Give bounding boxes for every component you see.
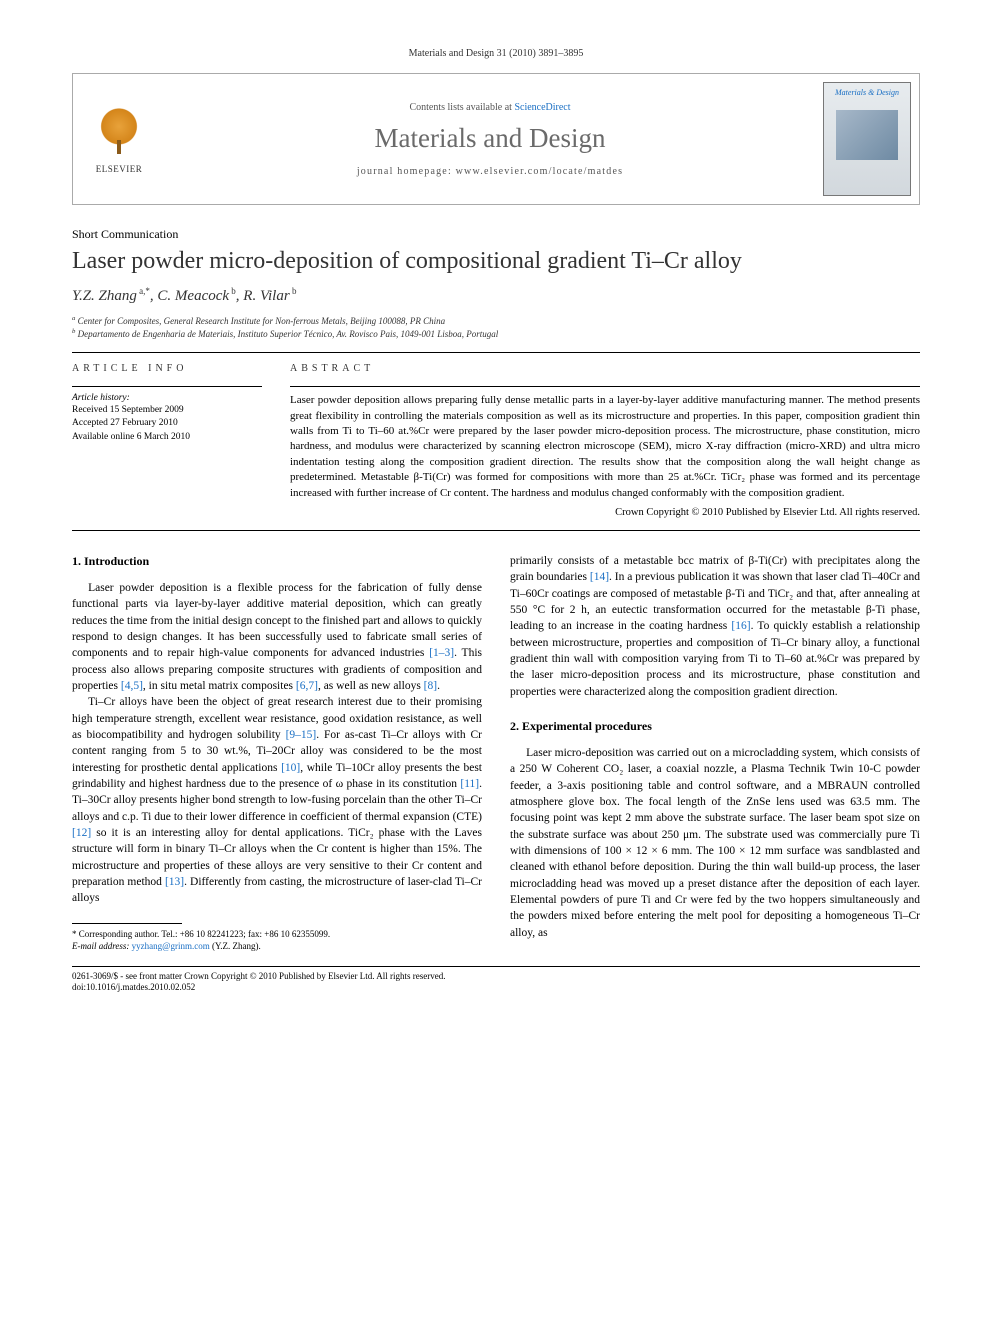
t: Laser powder deposition is a flexible pr… xyxy=(72,582,482,659)
ref-link[interactable]: [16] xyxy=(731,620,750,632)
cover-image xyxy=(836,110,898,160)
email-link[interactable]: yyzhang@grinm.com xyxy=(132,941,210,951)
email-label: E-mail address: xyxy=(72,941,132,951)
divider-rule-2 xyxy=(72,530,920,531)
affiliations: a Center for Composites, General Researc… xyxy=(72,315,920,340)
email-suffix: (Y.Z. Zhang). xyxy=(210,941,261,951)
affiliation-b-text: Departamento de Engenharia de Materiais,… xyxy=(78,329,499,339)
ref-link[interactable]: [8] xyxy=(424,680,437,692)
bottom-rule xyxy=(72,966,920,967)
ref-link[interactable]: [10] xyxy=(281,762,300,774)
contents-prefix: Contents lists available at xyxy=(409,102,514,113)
cover-title: Materials & Design xyxy=(835,89,899,98)
journal-name: Materials and Design xyxy=(375,123,606,154)
t: , in situ metal matrix composites xyxy=(143,680,296,692)
history-label: Article history: xyxy=(72,393,262,403)
ref-link[interactable]: [12] xyxy=(72,827,91,839)
ref-link[interactable]: [4,5] xyxy=(121,680,143,692)
abstract-head: ABSTRACT xyxy=(290,363,920,374)
doi: doi:10.1016/j.matdes.2010.02.052 xyxy=(72,982,920,994)
sciencedirect-link[interactable]: ScienceDirect xyxy=(514,102,570,113)
t: , as well as new alloys xyxy=(318,680,424,692)
article-info: ARTICLE INFO Article history: Received 1… xyxy=(72,363,262,518)
info-abstract-row: ARTICLE INFO Article history: Received 1… xyxy=(72,363,920,518)
intro-paragraph-2: Ti–Cr alloys have been the object of gre… xyxy=(72,694,482,906)
ref-link[interactable]: [11] xyxy=(460,778,479,790)
divider-rule xyxy=(72,352,920,353)
journal-cover-thumbnail[interactable]: Materials & Design xyxy=(823,82,911,196)
affiliation-a: a Center for Composites, General Researc… xyxy=(72,315,920,328)
body-columns: 1. Introduction Laser powder deposition … xyxy=(72,553,920,952)
experimental-paragraph-1: Laser micro-deposition was carried out o… xyxy=(510,745,920,941)
ref-link[interactable]: [13] xyxy=(165,876,184,888)
section-intro-head: 1. Introduction xyxy=(72,553,482,570)
history-received: Received 15 September 2009 xyxy=(72,404,262,417)
homepage-prefix: journal homepage: xyxy=(357,166,456,177)
article-title: Laser powder micro-deposition of composi… xyxy=(72,246,920,276)
section-experimental-head: 2. Experimental procedures xyxy=(510,718,920,735)
ref-link[interactable]: [1–3] xyxy=(429,647,454,659)
info-rule xyxy=(72,386,262,387)
homepage-url[interactable]: www.elsevier.com/locate/matdes xyxy=(456,166,624,177)
front-matter: 0261-3069/$ - see front matter Crown Cop… xyxy=(72,971,920,983)
publisher-logo[interactable]: ELSEVIER xyxy=(73,74,165,204)
column-right: primarily consists of a metastable bcc m… xyxy=(510,553,920,952)
history-accepted: Accepted 27 February 2010 xyxy=(72,417,262,430)
ref-link[interactable]: [6,7] xyxy=(296,680,318,692)
header-center: Contents lists available at ScienceDirec… xyxy=(165,74,815,204)
intro-paragraph-2-cont: primarily consists of a metastable bcc m… xyxy=(510,553,920,700)
journal-header: ELSEVIER Contents lists available at Sci… xyxy=(72,73,920,205)
affiliation-a-text: Center for Composites, General Research … xyxy=(78,316,446,326)
article-info-head: ARTICLE INFO xyxy=(72,363,262,374)
intro-paragraph-1: Laser powder deposition is a flexible pr… xyxy=(72,580,482,694)
journal-reference: Materials and Design 31 (2010) 3891–3895 xyxy=(72,48,920,59)
column-left: 1. Introduction Laser powder deposition … xyxy=(72,553,482,952)
t: . xyxy=(437,680,440,692)
corresponding-author: * Corresponding author. Tel.: +86 10 822… xyxy=(72,928,482,940)
abstract-text: Laser powder deposition allows preparing… xyxy=(290,393,920,501)
footnote-rule xyxy=(72,923,182,924)
abstract-rule xyxy=(290,386,920,387)
elsevier-tree-icon xyxy=(91,104,147,160)
contents-available: Contents lists available at ScienceDirec… xyxy=(409,102,570,113)
publisher-name: ELSEVIER xyxy=(96,164,143,174)
history-online: Available online 6 March 2010 xyxy=(72,431,262,444)
abstract-copyright: Crown Copyright © 2010 Published by Else… xyxy=(290,507,920,518)
article-type: Short Communication xyxy=(72,227,920,242)
ref-link[interactable]: [9–15] xyxy=(286,729,317,741)
authors: Y.Z. Zhang a,*, C. Meacock b, R. Vilar b xyxy=(72,288,920,305)
abstract: ABSTRACT Laser powder deposition allows … xyxy=(290,363,920,518)
journal-homepage: journal homepage: www.elsevier.com/locat… xyxy=(357,166,623,177)
ref-link[interactable]: [14] xyxy=(590,571,609,583)
author-email: E-mail address: yyzhang@grinm.com (Y.Z. … xyxy=(72,940,482,952)
article-page: Materials and Design 31 (2010) 3891–3895… xyxy=(0,0,992,1030)
affiliation-b: b Departamento de Engenharia de Materiai… xyxy=(72,328,920,341)
